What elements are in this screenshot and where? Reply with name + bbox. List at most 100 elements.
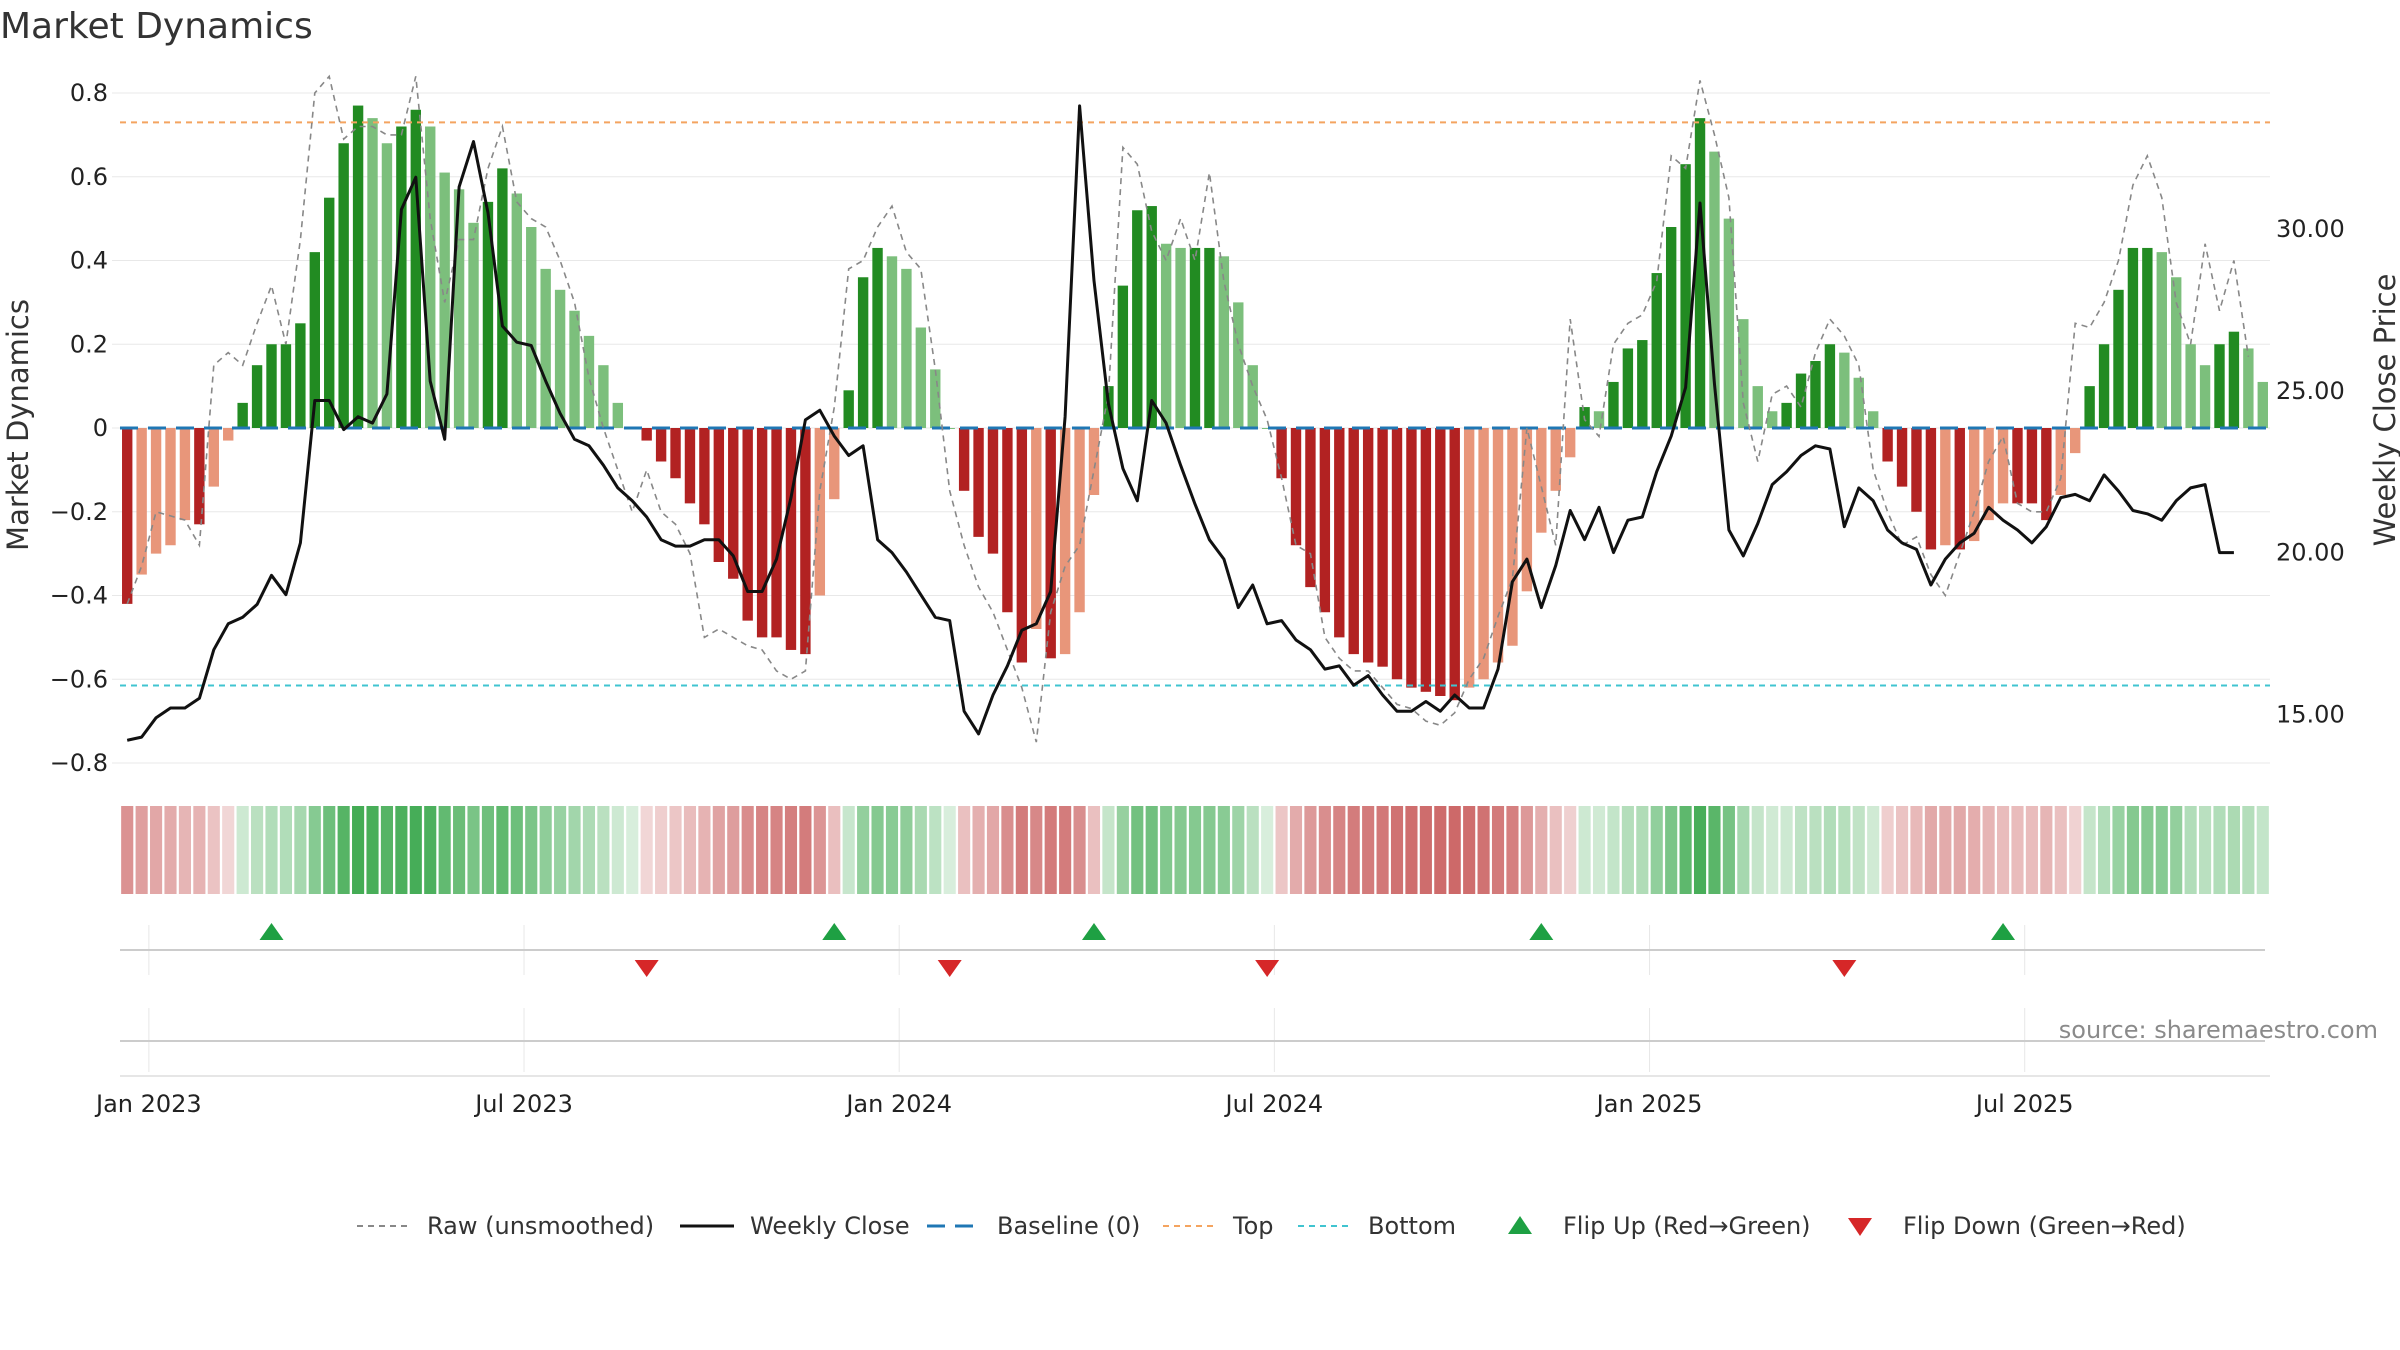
md-bar	[2228, 331, 2240, 428]
chart-title: Market Dynamics	[0, 6, 313, 47]
legend-label: Raw (unsmoothed)	[427, 1212, 654, 1240]
heat-cell	[1362, 806, 1375, 894]
md-bar	[713, 428, 725, 562]
md-bar	[208, 428, 219, 487]
md-bar	[728, 428, 739, 579]
md-bar	[583, 335, 595, 428]
heat-cell	[525, 806, 538, 894]
source-label: source: sharemaestro.com	[2059, 1016, 2378, 1044]
heat-cell	[1102, 806, 1115, 894]
md-bar	[396, 126, 407, 428]
y-tick-label: −0.2	[50, 498, 108, 526]
md-bar	[2243, 348, 2254, 428]
md-bar	[886, 256, 898, 428]
md-bar	[1507, 428, 1518, 646]
md-bar	[612, 402, 624, 428]
md-bar	[1435, 428, 1446, 696]
md-bar	[2142, 247, 2153, 428]
heat-cell	[1780, 806, 1793, 894]
heat-cell	[1246, 806, 1259, 894]
weekly-close-line	[126, 104, 2234, 742]
y2-axis-title: Weekly Close Price	[2368, 274, 2400, 547]
legend-item-top: Top	[1163, 1212, 1274, 1240]
md-bar	[1622, 348, 1634, 428]
md-bar	[1810, 361, 1821, 428]
x-tick-label: Jul 2025	[1974, 1090, 2074, 1118]
flip-up-marker	[822, 923, 847, 940]
md-bar	[324, 197, 335, 428]
md-bar	[1247, 365, 1258, 428]
md-bar	[1160, 243, 1172, 428]
md-bar	[756, 428, 768, 638]
md-bar	[1680, 164, 1691, 428]
bars	[122, 105, 2268, 701]
heat-cell	[1895, 806, 1909, 894]
heat-cell	[1751, 806, 1764, 894]
md-bar	[1795, 373, 1807, 428]
heat-cell	[1217, 806, 1230, 894]
md-bar	[194, 428, 205, 525]
heat-cell	[1693, 806, 1707, 894]
y-tick-label: 0.6	[70, 163, 108, 191]
legend-label: Flip Down (Green→Red)	[1903, 1212, 2186, 1240]
md-bar	[410, 109, 421, 428]
legend-item-baseline: Baseline (0)	[927, 1212, 1140, 1240]
heat-cell	[871, 806, 884, 894]
heat-cell	[1477, 806, 1490, 894]
heat-cell	[2112, 806, 2125, 894]
md-bar	[742, 428, 753, 621]
heat-cell	[626, 806, 639, 894]
heat-cell	[1939, 806, 1952, 894]
heat-cell	[2170, 806, 2183, 894]
md-bar	[1088, 428, 1100, 495]
heat-cell	[121, 806, 134, 894]
md-bar	[482, 201, 494, 428]
md-bar	[1940, 428, 1951, 546]
md-bar	[699, 428, 710, 525]
legend-label: Flip Up (Red→Green)	[1563, 1212, 1811, 1240]
md-bar	[1896, 428, 1908, 487]
flip-up-marker	[1529, 923, 1554, 940]
md-bar	[2012, 428, 2023, 504]
y-tick-label: 0.2	[70, 330, 108, 358]
md-bar	[1146, 206, 1157, 428]
flip-markers	[259, 923, 2016, 977]
heat-cell	[842, 806, 855, 894]
heat-cell	[1174, 806, 1187, 894]
heat-cell	[2126, 806, 2139, 894]
flip-down-marker	[1255, 960, 1280, 977]
heat-cell	[279, 806, 292, 894]
md-bar	[2257, 381, 2268, 428]
heat-cell	[986, 806, 1000, 894]
md-bar	[165, 428, 176, 546]
md-bar	[468, 222, 479, 428]
heat-cell	[1390, 806, 1404, 894]
md-bar	[2113, 289, 2124, 428]
y2-tick-label: 30.00	[2276, 215, 2345, 243]
heat-cell	[1160, 806, 1173, 894]
heat-cell	[1924, 806, 1937, 894]
md-bar	[1218, 256, 1230, 428]
y-tick-label: −0.8	[50, 749, 108, 777]
heat-cell	[222, 806, 235, 894]
md-bar	[295, 323, 306, 428]
heat-cell	[135, 806, 148, 894]
heat-cell	[1578, 806, 1591, 894]
md-bar	[179, 428, 191, 521]
md-bar	[1997, 428, 2009, 504]
heat-cell	[510, 806, 523, 894]
heat-cell	[943, 806, 956, 894]
heat-cell	[1232, 806, 1245, 894]
md-bar	[1911, 428, 1922, 512]
md-bar	[453, 189, 465, 428]
md-bar	[136, 428, 147, 575]
md-bar	[1362, 428, 1374, 663]
heat-cell	[900, 806, 913, 894]
y2-axis: 30.00 25.00 20.00 15.00	[2276, 215, 2345, 729]
md-bar	[251, 365, 263, 428]
heat-cell	[1996, 806, 2010, 894]
y2-tick-label: 25.00	[2276, 377, 2345, 405]
md-bar	[1651, 273, 1662, 428]
md-bar	[1709, 151, 1720, 428]
md-bar	[1420, 428, 1432, 692]
